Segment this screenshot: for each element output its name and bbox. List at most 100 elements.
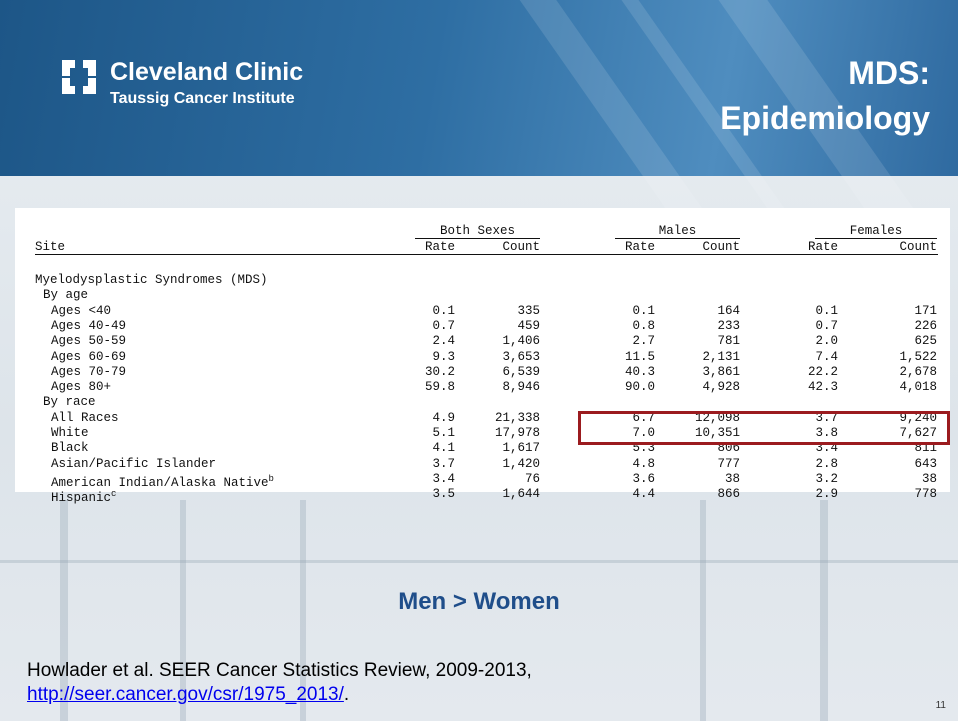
cell: 76 (524, 471, 540, 486)
row-label: Ages 40-49 (51, 318, 127, 333)
table: Both Sexes Males Females Site Rate Count Rate C… (15, 208, 950, 505)
cell: 1,522 (899, 349, 937, 364)
cell: 1,420 (502, 456, 540, 471)
cell: 3.6 (632, 471, 655, 486)
cell: 6.7 (632, 410, 655, 425)
decor (300, 500, 306, 721)
cell: 2.4 (432, 334, 455, 349)
highlight-box (578, 411, 950, 445)
cell: 4,928 (702, 380, 740, 395)
cell: 335 (517, 303, 540, 318)
slide-title: MDS: (848, 55, 930, 91)
rule (415, 238, 540, 239)
cell: 9.3 (432, 349, 455, 364)
group-header: Males (658, 224, 697, 238)
column-header: Rate (807, 240, 838, 254)
decor (516, 0, 714, 242)
cell: 12,098 (694, 410, 740, 425)
cell: 3.5 (432, 487, 455, 502)
row-label: Myelodysplastic Syndromes (MDS) (35, 273, 268, 287)
cell: 22.2 (807, 364, 838, 379)
cell: 2.9 (815, 487, 838, 502)
cell: 6,539 (502, 364, 540, 379)
row-label: Ages 80+ (51, 380, 112, 395)
rule (815, 238, 937, 239)
cell: 38 (921, 471, 937, 486)
cell: 21,338 (494, 410, 540, 425)
citation-link-line: http://seer.cancer.gov/csr/1975_2013/. (27, 684, 349, 706)
cell: 4,018 (899, 380, 937, 395)
cell: 0.1 (815, 303, 838, 318)
cell: 8,946 (502, 380, 540, 395)
column-header: Count (502, 240, 540, 254)
header-band: Cleveland Clinic Taussig Cancer Institut… (0, 0, 958, 245)
cell: 164 (717, 303, 740, 318)
cell: 59.8 (424, 380, 455, 395)
cell: 1,617 (502, 441, 540, 456)
cell: 42.3 (807, 380, 838, 395)
logo-name: Cleveland Clinic (110, 58, 304, 86)
row-label: American Indian/Alaska Nativeb (51, 473, 274, 491)
cell: 3.7 (815, 410, 838, 425)
cell: 0.1 (632, 303, 655, 318)
cell: 643 (914, 456, 937, 471)
cell: 40.3 (624, 364, 655, 379)
cell: 4.1 (432, 441, 455, 456)
footnote-mark: b (268, 473, 274, 484)
cell: 778 (914, 487, 937, 502)
cell: 0.7 (432, 318, 455, 333)
cell: 3,861 (702, 364, 740, 379)
column-header: Rate (624, 240, 655, 254)
cell: 625 (914, 334, 937, 349)
cell: 30.2 (424, 364, 455, 379)
row-label: Black (51, 441, 89, 456)
column-header: Rate (424, 240, 455, 254)
cell: 7,627 (899, 426, 937, 440)
cell: 0.1 (432, 303, 455, 318)
cell: 4.4 (632, 487, 655, 502)
slide-title: Epidemiology (720, 100, 930, 136)
cell: 9,240 (899, 410, 937, 425)
cell: 171 (914, 303, 937, 318)
cell: 3.4 (432, 471, 455, 486)
cell: 2,678 (899, 364, 937, 379)
row-label: Ages 60-69 (51, 349, 127, 364)
row-label: Ages <40 (51, 303, 112, 318)
group-header: Both Sexes (439, 224, 515, 238)
row-label: Ages 50-59 (51, 334, 127, 349)
cell: 90.0 (624, 380, 655, 395)
citation: Howlader et al. SEER Cancer Statistics R… (27, 660, 532, 681)
decor (60, 500, 68, 721)
cell: 0.7 (815, 318, 838, 333)
cell: 5.1 (432, 426, 455, 440)
cell: 2,131 (702, 349, 740, 364)
cell: 10,351 (694, 426, 740, 440)
cell: 7.4 (815, 349, 838, 364)
column-header: Site (35, 240, 66, 254)
cell: 2.7 (632, 334, 655, 349)
row-label: Ages 70-79 (51, 364, 127, 379)
cell: 1,406 (502, 334, 540, 349)
row-label: Asian/Pacific Islander (51, 456, 217, 471)
decor (700, 500, 706, 721)
cell: 1,644 (502, 487, 540, 502)
cell: 0.8 (632, 318, 655, 333)
cell: 17,978 (494, 426, 540, 440)
citation-link[interactable]: http://seer.cancer.gov/csr/1975_2013/ (27, 684, 344, 705)
footnote-mark: c (111, 489, 117, 500)
cell: 2.0 (815, 334, 838, 349)
cell: 11.5 (624, 349, 655, 364)
page-number: 11 (935, 700, 946, 711)
cell: 226 (914, 318, 937, 333)
cell: 777 (717, 456, 740, 471)
row-label: White (51, 426, 89, 440)
cell: 781 (717, 334, 740, 349)
rule (615, 238, 740, 239)
group-title: By race (43, 395, 96, 410)
cell: 7.0 (632, 426, 655, 440)
cell: 459 (517, 318, 540, 333)
cell: 3.8 (815, 426, 838, 440)
row-label: Hispanicc (51, 489, 117, 506)
cell: 38 (724, 471, 740, 486)
column-header: Count (702, 240, 740, 254)
